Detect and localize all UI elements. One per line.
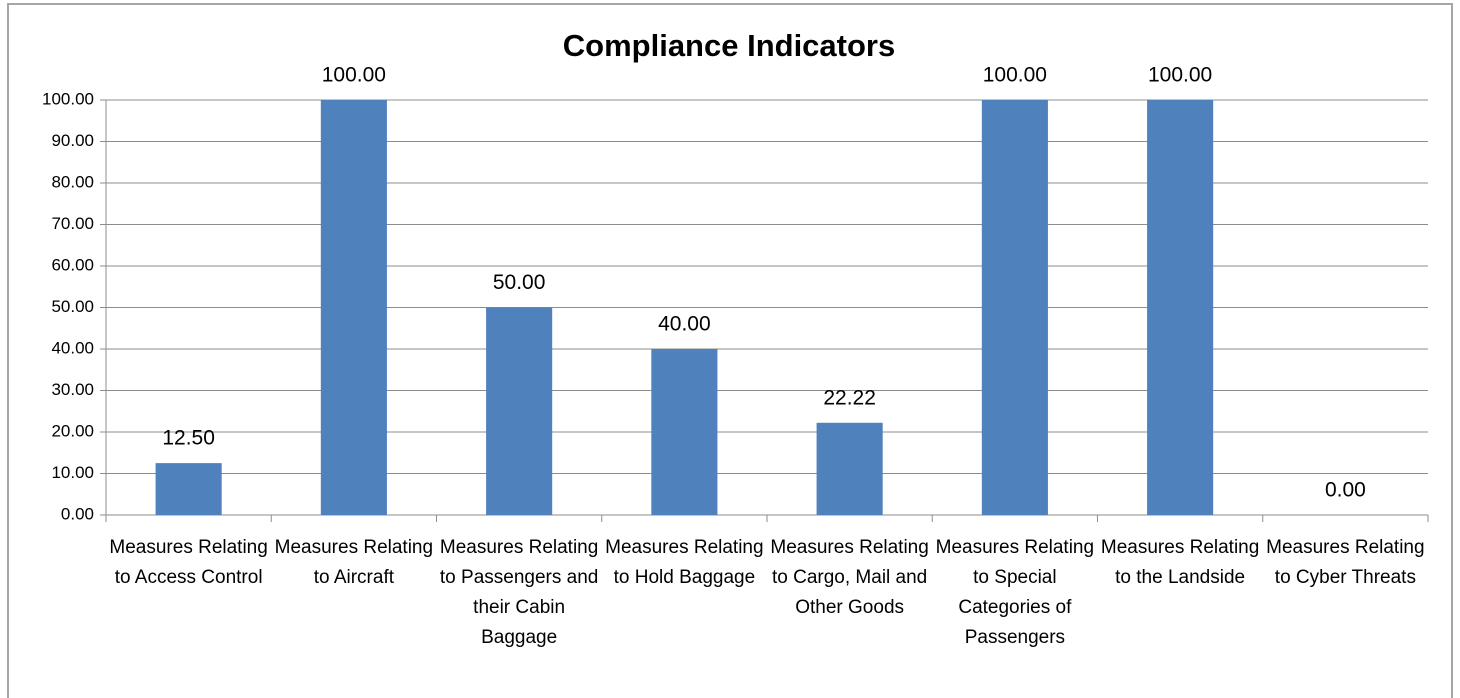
x-tick-label: Measures Relating to Hold Baggage: [605, 537, 764, 588]
data-label: 100.00: [1148, 64, 1212, 87]
y-tick-label: 0.00: [61, 504, 94, 523]
data-label: 100.00: [322, 64, 386, 87]
bar: [155, 463, 222, 515]
y-tick-label: 90.00: [51, 131, 94, 150]
chart-frame: [7, 3, 1453, 698]
bar: [320, 100, 387, 515]
bar: [486, 307, 553, 515]
data-label: 40.00: [658, 313, 711, 336]
y-tick-label: 60.00: [51, 255, 94, 274]
data-label: 50.00: [493, 271, 546, 294]
data-label: 12.50: [162, 427, 215, 450]
y-tick-label: 70.00: [51, 214, 94, 233]
x-tick-label: Measures Relating to the Landside: [1100, 537, 1260, 588]
bar: [981, 100, 1048, 515]
x-tick-label: Measures Relating to Aircraft: [274, 537, 434, 588]
bar: [816, 422, 883, 515]
y-tick-label: 30.00: [51, 380, 94, 399]
chart-title: Compliance Indicators: [563, 28, 895, 63]
data-label: 0.00: [1325, 479, 1366, 502]
data-label: 22.22: [823, 386, 876, 409]
y-tick-label: 40.00: [51, 338, 94, 357]
x-tick-label: Measures Relating to Cargo, Mail and Oth…: [770, 537, 929, 618]
x-tick-label: Measures Relating to Special Categories …: [935, 537, 1095, 648]
bar: [1147, 100, 1214, 515]
y-tick-label: 80.00: [51, 172, 94, 191]
x-tick-label: Measures Relating to Passengers and thei…: [439, 537, 599, 648]
data-label: 100.00: [983, 64, 1047, 87]
y-tick-label: 50.00: [51, 297, 94, 316]
y-tick-label: 20.00: [51, 421, 94, 440]
y-tick-label: 100.00: [42, 89, 94, 108]
x-tick-label: Measures Relating to Access Control: [109, 537, 268, 588]
bar: [651, 349, 718, 515]
x-tick-label: Measures Relating to Cyber Threats: [1266, 537, 1425, 588]
y-tick-label: 10.00: [51, 463, 94, 482]
